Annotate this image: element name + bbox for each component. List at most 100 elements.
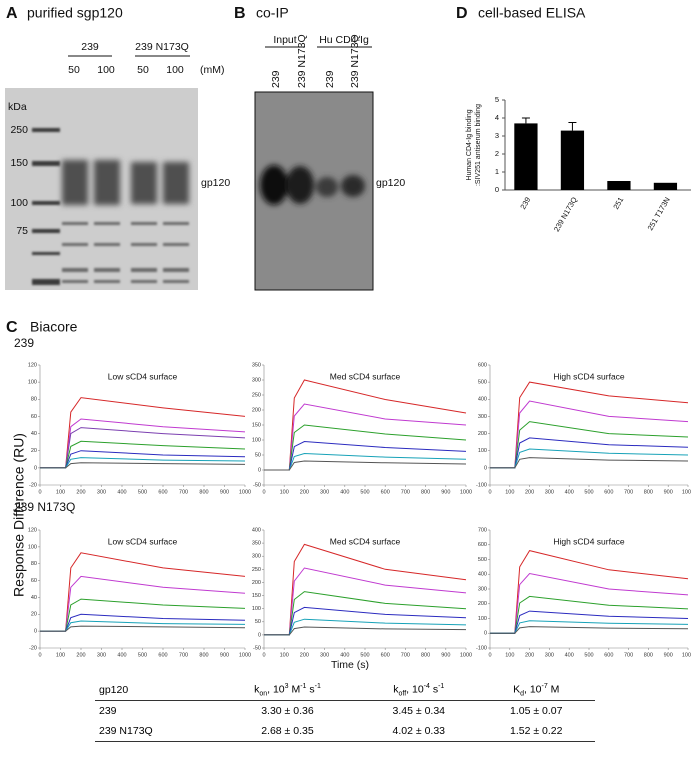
panel-title: purified sgp120 (27, 5, 123, 21)
y-tick-label: 400 (252, 527, 261, 533)
group-label: Hu CD4-Ig (319, 34, 369, 46)
sensorgram-curve (40, 462, 246, 469)
x-tick-label: 700 (624, 489, 633, 495)
sensorgram-curve (264, 403, 467, 471)
y-tick-label: 0 (258, 467, 261, 473)
group-label: 239 (81, 41, 99, 53)
y-tick-label: 20 (31, 448, 37, 454)
panel-title: cell-based ELISA (478, 5, 586, 21)
x-tick-label: 800 (199, 652, 208, 658)
y-tick-label: 100 (252, 606, 261, 612)
y-tick-label: 400 (478, 572, 487, 578)
x-tick-label: 600 (604, 652, 613, 658)
x-tick-label: 800 (421, 652, 430, 658)
panel-letter: A (6, 5, 18, 22)
x-tick-label: 1000 (460, 489, 472, 495)
x-tick-label: 300 (545, 652, 554, 658)
y-tick-label: 0 (34, 465, 37, 471)
y-tick-label: 350 (252, 541, 261, 547)
x-tick-label: 300 (545, 489, 554, 495)
x-tick-label: 700 (179, 652, 188, 658)
lane-label: 239 (270, 70, 282, 88)
x-tick-label: 900 (220, 489, 229, 495)
x-tick-label: 0 (262, 652, 265, 658)
x-tick-label: 239 N173Q (552, 195, 579, 233)
y-tick-label: 120 (28, 527, 37, 533)
bar (653, 182, 678, 190)
sensorgram-curve (264, 452, 467, 471)
header-text: , 10 (406, 683, 424, 696)
x-tick-label: 900 (664, 652, 673, 658)
sensorgram-curve (40, 457, 246, 469)
y-tick-label: 5 (495, 95, 499, 104)
y-tick-label: 0 (258, 632, 261, 638)
x-tick-label: 1000 (239, 489, 251, 495)
cell: 2.68 ± 0.35 (214, 721, 361, 742)
y-tick-label: 4 (495, 113, 499, 122)
y-tick-label: 0 (484, 465, 487, 471)
y-tick-label: 150 (252, 422, 261, 428)
y-tick-label: 40 (31, 595, 37, 601)
x-tick-label: 100 (505, 489, 514, 495)
x-tick-label: 400 (340, 652, 349, 658)
x-tick-label: 800 (421, 489, 430, 495)
x-tick-label: 300 (320, 652, 329, 658)
ladder-label: 100 (10, 197, 28, 209)
y-tick-label: 700 (478, 527, 487, 533)
y-tick-label: 300 (252, 554, 261, 560)
y-tick-label: -50 (253, 645, 261, 651)
group-label: Input (273, 34, 296, 46)
x-tick-label: 900 (664, 489, 673, 495)
band-label: gp120 (376, 177, 405, 189)
x-tick-label: 700 (401, 489, 410, 495)
x-tick-label: 600 (158, 489, 167, 495)
sensorgram-curve (40, 397, 246, 469)
header-text: gp120 (99, 684, 129, 696)
sensorgram-curve (264, 618, 467, 636)
y-tick-label: 80 (31, 397, 37, 403)
header-text: M (288, 683, 301, 696)
x-tick-label: 400 (117, 652, 126, 658)
x-tick-label: 600 (158, 652, 167, 658)
x-tick-label: 900 (220, 652, 229, 658)
header-text: -1 (314, 682, 321, 690)
header-text: M (547, 683, 560, 696)
x-tick-label: 500 (138, 652, 147, 658)
x-tick-label: 800 (199, 489, 208, 495)
x-tick-label: 0 (262, 489, 265, 495)
panel-subtitle: Low sCD4 surface (108, 536, 178, 546)
cell: 3.30 ± 0.36 (261, 705, 314, 717)
panel-subtitle: High sCD4 surface (553, 371, 625, 381)
table-row: 239 N173Q 2.68 ± 0.35 4.02 ± 0.33 1.52 ± 0.… (95, 721, 595, 742)
y-tick-label: 50 (255, 619, 261, 625)
x-tick-label: 200 (300, 652, 309, 658)
y-tick-label: 100 (478, 448, 487, 454)
y-tick-label: 200 (252, 580, 261, 586)
panel-subtitle: Med sCD4 surface (330, 371, 401, 381)
y-tick-label: -20 (29, 645, 37, 651)
x-tick-label: 100 (280, 652, 289, 658)
row-label: 239 (14, 336, 34, 350)
x-tick-label: 1000 (460, 652, 472, 658)
x-tick-label: 700 (401, 652, 410, 658)
header-text: , 10 (267, 683, 285, 696)
x-tick-label: 800 (644, 652, 653, 658)
y-tick-label: 0 (484, 631, 487, 637)
panel-title: co-IP (256, 5, 289, 21)
x-tick-label: 200 (300, 489, 309, 495)
x-tick-label: 100 (505, 652, 514, 658)
x-tick-label: 100 (56, 652, 65, 658)
header-text: k (254, 683, 260, 696)
table-header: gp120 kon, 103 M-1 s-1 koff, 10-4 s-1 Kd… (95, 680, 595, 701)
header-text: on (259, 690, 268, 698)
sensorgram-curve (40, 625, 246, 632)
cell: 239 N173Q (95, 721, 215, 742)
x-tick-label: 100 (280, 489, 289, 495)
y-tick-label: 60 (31, 414, 37, 420)
header-text: -4 (423, 682, 430, 690)
header-text: -1 (438, 682, 445, 690)
x-tick-label: 200 (525, 652, 534, 658)
x-tick-label: 900 (441, 652, 450, 658)
